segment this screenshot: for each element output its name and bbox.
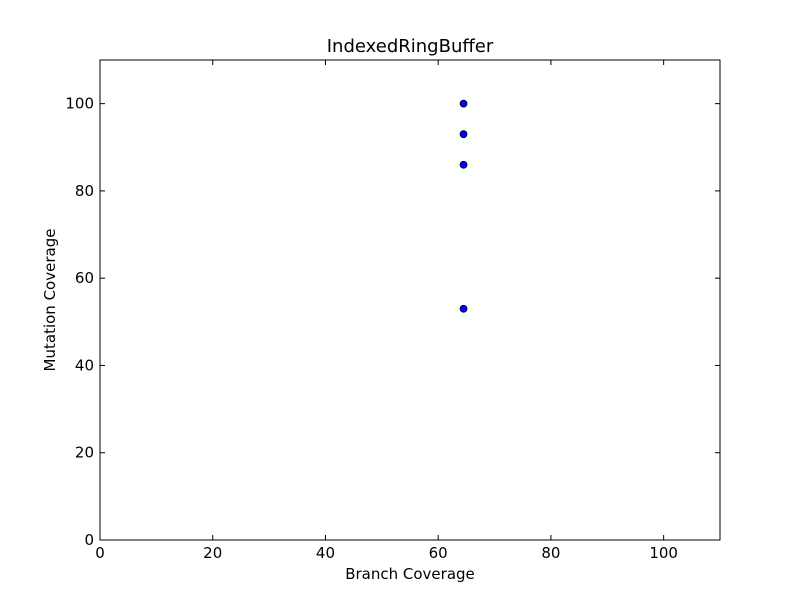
y-tick-label: 80 [75, 182, 94, 200]
data-points [459, 99, 468, 313]
y-tick-label: 40 [75, 356, 94, 374]
x-tick-label: 100 [649, 544, 678, 562]
data-point [459, 304, 468, 313]
x-tick-label: 80 [541, 544, 560, 562]
x-tick-label: 60 [429, 544, 448, 562]
x-tick-label: 40 [316, 544, 335, 562]
x-axis-label: Branch Coverage [345, 565, 475, 583]
data-point [459, 99, 468, 108]
y-axis-label: Mutation Coverage [41, 229, 59, 372]
y-tick-label: 60 [75, 269, 94, 287]
x-tick-label: 20 [203, 544, 222, 562]
chart-title: IndexedRingBuffer [327, 36, 494, 57]
data-point [459, 130, 468, 139]
y-tick-label: 20 [75, 444, 94, 462]
axis-ticks [99, 60, 720, 541]
x-tick-label: 0 [95, 544, 105, 562]
y-tick-label: 100 [65, 95, 94, 113]
y-tick-label: 0 [84, 531, 94, 549]
data-point [459, 160, 468, 169]
tick-labels: 0 20 40 60 80 100 0 20 40 60 80 100 [65, 95, 678, 562]
plot-area-frame [99, 59, 721, 541]
